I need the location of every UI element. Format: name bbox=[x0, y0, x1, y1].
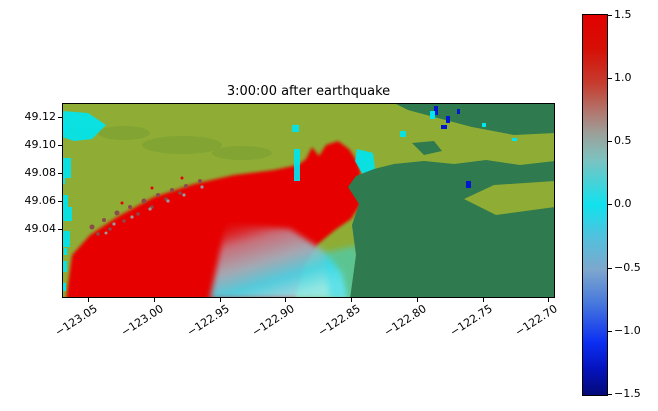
x-tick-mark bbox=[548, 298, 549, 302]
axes-border bbox=[62, 103, 555, 298]
y-tick-mark bbox=[58, 173, 62, 174]
x-tick-label: −123.00 bbox=[118, 302, 167, 339]
land-mid-patches bbox=[98, 126, 272, 160]
colorbar-tick-label: −1.0 bbox=[614, 324, 641, 337]
colorbar-tick-mark bbox=[608, 204, 612, 205]
x-tick-label: −122.95 bbox=[184, 302, 233, 339]
boundary-speckles-maroon bbox=[89, 179, 202, 236]
colorbar bbox=[582, 14, 608, 396]
colorbar-tick-label: −1.5 bbox=[614, 387, 641, 400]
colorbar-tick-mark bbox=[608, 394, 612, 395]
colorbar-tick-mark bbox=[608, 78, 612, 79]
colorbar-tick-mark bbox=[608, 268, 612, 269]
x-tick-label: −123.05 bbox=[52, 302, 101, 339]
y-tick-mark bbox=[58, 145, 62, 146]
cyan-speckles-top bbox=[62, 111, 517, 291]
y-tick-mark bbox=[58, 229, 62, 230]
x-tick-label: −122.85 bbox=[315, 302, 364, 339]
y-tick-label: 49.08 bbox=[24, 166, 57, 179]
y-tick-mark bbox=[58, 117, 62, 118]
x-tick-mark bbox=[220, 298, 221, 302]
x-tick-label: −122.80 bbox=[381, 302, 430, 339]
y-tick-label: 49.10 bbox=[24, 138, 57, 151]
x-tick-mark bbox=[154, 298, 155, 302]
x-tick-mark bbox=[351, 298, 352, 302]
land-light-tongue bbox=[464, 181, 555, 215]
colorbar-tick-label: 0.0 bbox=[614, 197, 632, 210]
wave-fade-region bbox=[210, 223, 348, 298]
colorbar-gradient bbox=[582, 14, 608, 396]
cyan-water-patches bbox=[62, 111, 406, 272]
colorbar-tick-mark bbox=[608, 15, 612, 16]
colorbar-tick-label: 0.5 bbox=[614, 134, 632, 147]
deep-blue-pockets bbox=[434, 106, 471, 188]
x-tick-mark bbox=[417, 298, 418, 302]
colorbar-tick-label: −0.5 bbox=[614, 261, 641, 274]
y-tick-label: 49.06 bbox=[24, 194, 57, 207]
colorbar-tick-label: 1.0 bbox=[614, 71, 632, 84]
colorbar-tick-mark bbox=[608, 141, 612, 142]
x-tick-mark bbox=[285, 298, 286, 302]
stray-red-speckles bbox=[120, 176, 184, 205]
x-tick-mark bbox=[483, 298, 484, 302]
y-tick-label: 49.12 bbox=[24, 110, 57, 123]
boundary-speckles-gray bbox=[104, 185, 204, 235]
heatmap-plot bbox=[62, 103, 555, 298]
y-tick-mark bbox=[58, 201, 62, 202]
x-tick-label: −122.70 bbox=[512, 302, 561, 339]
plot-title: 3:00:00 after earthquake bbox=[226, 84, 391, 99]
colorbar-tick-label: 1.5 bbox=[614, 8, 632, 21]
x-tick-mark bbox=[88, 298, 89, 302]
y-tick-label: 49.04 bbox=[24, 222, 57, 235]
x-tick-label: −122.90 bbox=[249, 302, 298, 339]
colorbar-tick-mark bbox=[608, 331, 612, 332]
x-tick-label: −122.75 bbox=[447, 302, 496, 339]
